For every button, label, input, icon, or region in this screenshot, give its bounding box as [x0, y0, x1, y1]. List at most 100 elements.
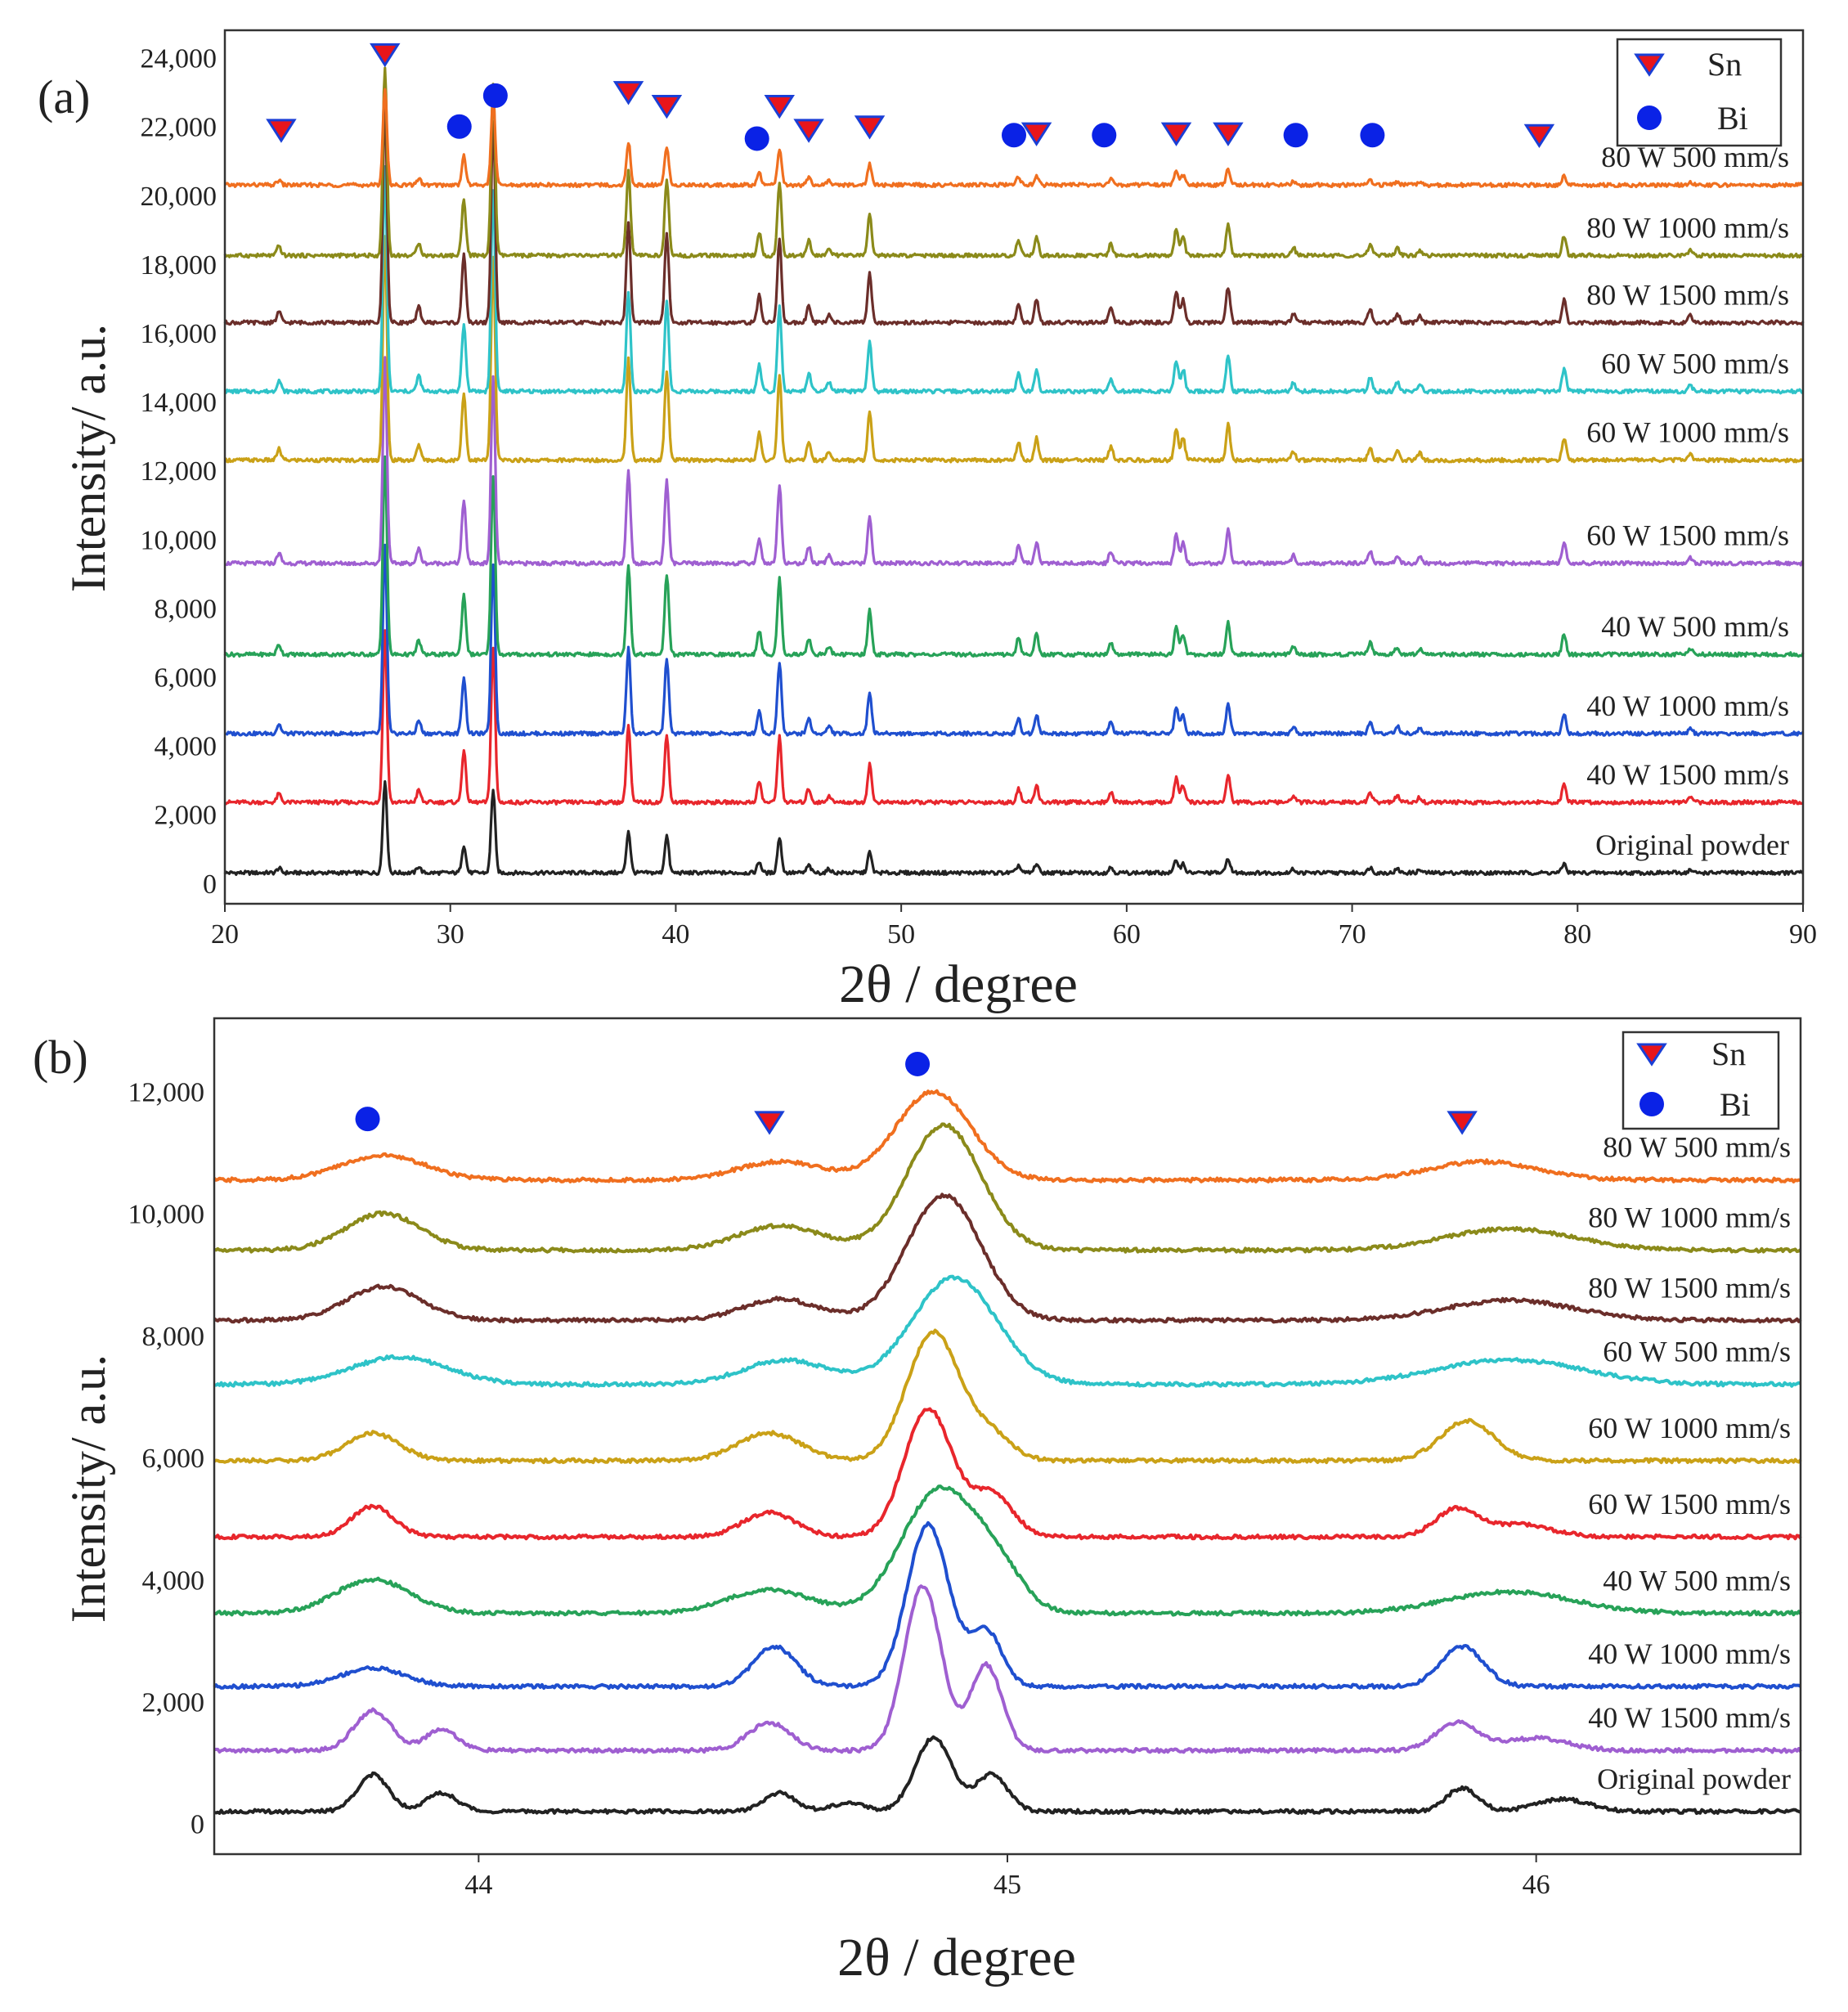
panel-a-y-tick-label-1: 2,000	[155, 801, 218, 831]
panel-a-x-axis-label: 2θ / degree	[839, 954, 1078, 1014]
panel-b-x-axis-label: 2θ / degree	[837, 1928, 1076, 1987]
panel-b-y-tick-label-2: 4,000	[142, 1565, 205, 1596]
panel-b: (b) Intensity/ a.u. 2θ / degree Original…	[33, 1017, 1802, 1987]
panel-b-series-labels: Original powder 40 W 1500 mm/s 40 W 1000 m…	[1588, 1131, 1791, 1795]
panel-a-x-tick-label-6: 80	[1563, 919, 1591, 950]
panel-b-x-tick-label-1: 45	[994, 1870, 1021, 1900]
panel-b-y-tick-label-0: 0	[191, 1810, 204, 1840]
panel-a-x-tick-label-1: 30	[437, 919, 464, 950]
panel-a-label: (a)	[38, 70, 90, 124]
panel-a-y-tick-label-2: 4,000	[155, 732, 218, 762]
panel-b-series-9	[213, 1089, 1801, 1183]
panel-b-legend-sn-icon	[1636, 1043, 1667, 1067]
panel-a-series-1	[224, 629, 1804, 806]
panel-b-series-label-8: 80 W 1000 mm/s	[1588, 1201, 1791, 1234]
panel-b-series-label-9: 80 W 500 mm/s	[1603, 1131, 1791, 1164]
panel-b-legend-bi-icon	[1639, 1092, 1664, 1116]
panel-a-series-label-1: 40 W 1500 mm/s	[1586, 758, 1789, 791]
panel-b-series-label-3: 40 W 500 mm/s	[1603, 1564, 1791, 1597]
panel-a-series-4	[224, 356, 1805, 567]
panel-b-series-4	[213, 1407, 1802, 1541]
panel-a-sn-marker-4	[612, 81, 644, 106]
panel-a-series-label-4: 60 W 1500 mm/s	[1586, 519, 1789, 552]
panel-a-sn-marker-1	[370, 43, 401, 68]
panel-a-y-tick-label-6: 12,000	[141, 456, 218, 487]
panel-a-series-2	[224, 543, 1805, 737]
panel-b-series-label-0: Original powder	[1597, 1763, 1791, 1795]
panel-b-series-1	[213, 1584, 1802, 1754]
panel-a-sn-marker-0	[266, 119, 297, 143]
panel-a-series-5	[224, 235, 1805, 464]
panel-a-series-label-5: 60 W 1000 mm/s	[1586, 416, 1789, 449]
panel-a-y-tick-label-7: 14,000	[141, 388, 218, 418]
panel-b-series-label-7: 80 W 1500 mm/s	[1588, 1271, 1791, 1304]
panel-a-sn-marker-13	[1160, 122, 1192, 146]
panel-a-sn-marker-14	[1213, 122, 1244, 146]
panel-b-series-2	[213, 1520, 1802, 1691]
panel-b-legend: Sn Bi	[1621, 1031, 1780, 1130]
panel-a-sn-marker-11	[1020, 122, 1052, 146]
panel-a-sn-marker-8	[793, 119, 824, 143]
panel-a-frame	[223, 29, 1805, 905]
panel-a-series-label-8: 80 W 1000 mm/s	[1586, 211, 1789, 244]
panel-a-legend-sn-icon	[1634, 53, 1665, 77]
panel-b-y-axis-label: Intensity/ a.u.	[61, 1354, 115, 1623]
panel-a-series-labels: Original powder 40 W 1500 mm/s 40 W 1000 m…	[1586, 141, 1789, 861]
panel-a-series-label-0: Original powder	[1595, 829, 1789, 861]
panel-a-y-axis-label: Intensity/ a.u.	[61, 324, 115, 592]
panel-b-series-label-4: 60 W 1500 mm/s	[1588, 1488, 1791, 1520]
panel-a-x-tick-label-5: 70	[1339, 919, 1366, 950]
panel-a-series-7	[223, 97, 1805, 326]
panel-a-y-tick-label-9: 18,000	[141, 250, 218, 281]
panel-a-bi-marker-10	[1002, 123, 1026, 148]
panel-a-y-tick-label-3: 6,000	[155, 663, 218, 694]
panel-b-y-tick-label-3: 6,000	[142, 1444, 205, 1474]
panel-a-y-tick-label-8: 16,000	[141, 319, 218, 349]
panel-a-series-3	[223, 455, 1805, 658]
panel-b-y-tick-label-6: 12,000	[128, 1078, 205, 1108]
panel-a-x-tick-label-0: 20	[211, 919, 239, 950]
panel-b-bi-marker-0	[355, 1107, 380, 1132]
panel-a-legend-bi-icon	[1637, 106, 1662, 130]
panel-a-y-tick-label-4: 8,000	[155, 594, 218, 624]
panel-b-bi-marker-2	[905, 1051, 931, 1076]
panel-a-series-6	[224, 165, 1804, 395]
panel-b-label: (b)	[33, 1031, 88, 1084]
panel-b-legend-sn-label: Sn	[1711, 1035, 1746, 1072]
panel-b-series-3	[213, 1484, 1802, 1617]
panel-a-sn-marker-7	[764, 95, 795, 119]
panel-b-phase-markers	[355, 1051, 1478, 1135]
panel-a-series-group	[223, 66, 1805, 877]
panel-a-sn-marker-17	[1523, 124, 1555, 149]
panel-a-series-0	[223, 779, 1805, 877]
panel-b-legend-bi-label: Bi	[1720, 1086, 1751, 1123]
panel-a-y-tick-label-0: 0	[203, 869, 217, 900]
panel-a-series-label-2: 40 W 1000 mm/s	[1586, 689, 1789, 722]
panel-b-series-label-1: 40 W 1500 mm/s	[1588, 1701, 1791, 1734]
panel-a-x-tick-label-7: 90	[1789, 919, 1817, 950]
panel-b-y-tick-label-5: 10,000	[128, 1200, 205, 1230]
panel-a-bi-marker-6	[744, 126, 769, 151]
panel-b-series-7	[213, 1192, 1802, 1324]
panel-a-y-tick-label-12: 24,000	[141, 44, 218, 74]
panel-a-bi-marker-2	[446, 114, 472, 139]
panel-b-series-group	[213, 1089, 1802, 1815]
panel-a-sn-marker-5	[651, 95, 683, 119]
panel-b-x-tick-label-2: 46	[1523, 1870, 1550, 1900]
panel-a-y-tick-label-10: 20,000	[141, 182, 218, 212]
panel-a-series-label-6: 60 W 500 mm/s	[1601, 348, 1789, 380]
panel-b-series-8	[213, 1122, 1802, 1254]
panel-a-bi-marker-12	[1092, 123, 1117, 148]
panel-a-series-8	[223, 66, 1805, 259]
panel-a-y-tick-label-5: 10,000	[141, 525, 218, 555]
panel-b-series-label-6: 60 W 500 mm/s	[1603, 1336, 1791, 1368]
panel-a-bi-marker-16	[1360, 123, 1385, 148]
panel-a-y-tick-label-11: 22,000	[141, 113, 218, 143]
panel-a-legend-bi-label: Bi	[1717, 100, 1748, 137]
panel-a-axis-ticks: 20 30 40 50 60 70 80 90 0 2,000 4,000 6,000 8,000 10,…	[141, 44, 1818, 950]
panel-a-bi-marker-15	[1283, 123, 1308, 148]
panel-b-x-tick-label-0: 44	[464, 1870, 492, 1900]
panel-b-y-tick-label-4: 8,000	[142, 1322, 205, 1352]
